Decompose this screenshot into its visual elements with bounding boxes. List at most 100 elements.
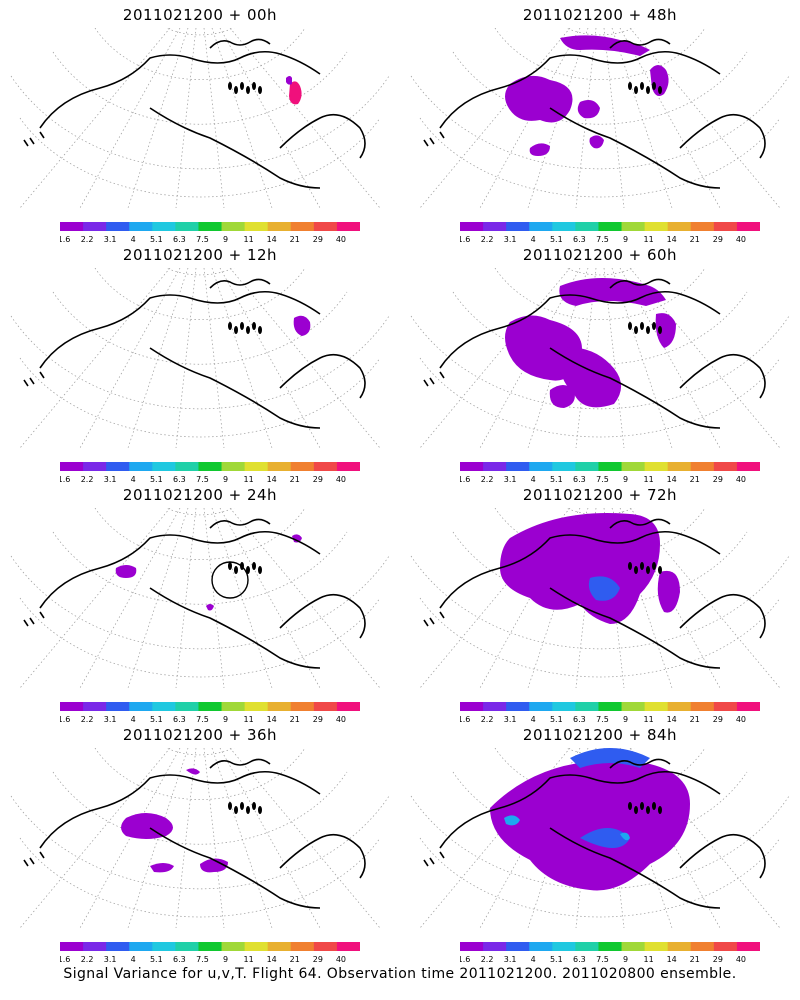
colorbar-tick-label: 6.3 — [573, 715, 586, 724]
coastline — [23, 38, 366, 189]
colorbar-swatch — [644, 702, 669, 711]
variance-field — [115, 534, 302, 611]
colorbar-swatch — [244, 942, 269, 951]
colorbar-tick-label: 29 — [313, 235, 323, 244]
panel-title: 2011021200 + 60h — [522, 246, 678, 264]
colorbar-tick-label: 4 — [531, 475, 536, 484]
colorbar-tick-label: 40 — [736, 475, 746, 484]
polar-map — [10, 508, 390, 689]
variance-contour — [570, 748, 650, 768]
colorbar-tick-label: 14 — [667, 475, 677, 484]
variance-contour — [620, 832, 630, 841]
colorbar-swatch — [575, 462, 599, 471]
colorbar-swatch — [313, 462, 338, 471]
colorbar-swatch — [106, 942, 130, 951]
colorbar-tick-label: 9 — [623, 475, 628, 484]
panel-title: 2011021200 + 12h — [122, 246, 278, 264]
colorbar-swatch — [175, 702, 199, 711]
highlight-circle — [211, 561, 249, 599]
colorbar-tick-label: 21 — [690, 955, 700, 964]
colorbar-swatch — [483, 222, 507, 231]
colorbar-tick-label: 6.3 — [173, 955, 186, 964]
map-panel: 2011021200 + 60h 1.6 2.2 3.1 4 5.1 6.3 7.5 9 11 14… — [400, 240, 800, 484]
variance-contour — [293, 315, 311, 336]
colorbar-swatch — [313, 222, 338, 231]
colorbar-tick-label: 21 — [290, 475, 300, 484]
graticule — [10, 268, 390, 449]
colorbar-swatch — [221, 222, 246, 231]
colorbar-swatch — [267, 702, 292, 711]
colorbar-swatch — [336, 222, 360, 231]
colorbar-tick-label: 4 — [131, 235, 136, 244]
map-panel: 2011021200 + 36h 1.6 2.2 3.1 4 5.1 6.3 7.5 9 11 14… — [0, 720, 400, 964]
colorbar-tick-label: 14 — [667, 715, 677, 724]
colorbar-tick-label: 4 — [131, 955, 136, 964]
colorbar: 1.6 2.2 3.1 4 5.1 6.3 7.5 9 11 14 21 29 40 — [460, 462, 760, 484]
colorbar-tick-label: 29 — [313, 955, 323, 964]
colorbar-swatch — [244, 462, 269, 471]
coastline — [23, 758, 366, 909]
variance-contour — [589, 135, 604, 149]
panel-title: 2011021200 + 72h — [522, 486, 678, 504]
colorbar-swatch — [290, 222, 315, 231]
colorbar-tick-label: 3.1 — [104, 475, 117, 484]
colorbar-swatch — [736, 222, 760, 231]
colorbar-swatch — [713, 702, 738, 711]
variance-contour — [655, 313, 676, 348]
coastline — [423, 38, 766, 189]
colorbar-swatch — [552, 942, 576, 951]
colorbar-swatch — [244, 702, 269, 711]
colorbar-swatch — [460, 942, 484, 951]
colorbar-swatch — [313, 702, 338, 711]
colorbar-tick-label: 9 — [623, 715, 628, 724]
variance-contour — [560, 35, 650, 56]
colorbar-swatch — [152, 702, 176, 711]
colorbar-tick-label: 2.2 — [481, 715, 494, 724]
variance-contour — [529, 143, 550, 156]
polar-map — [410, 268, 790, 449]
panel-title: 2011021200 + 84h — [522, 726, 678, 744]
colorbar-tick-label: 3.1 — [504, 715, 517, 724]
colorbar-tick-label: 2.2 — [481, 235, 494, 244]
colorbar-tick-label: 29 — [313, 715, 323, 724]
colorbar-swatch — [621, 942, 646, 951]
colorbar-tick-label: 9 — [623, 235, 628, 244]
colorbar-swatch — [667, 462, 692, 471]
coastline — [423, 758, 766, 909]
variance-field — [500, 513, 680, 624]
colorbar-swatch — [552, 462, 576, 471]
colorbar-tick-label: 9 — [223, 475, 228, 484]
colorbar-tick-label: 11 — [244, 715, 254, 724]
colorbar-tick-label: 21 — [690, 235, 700, 244]
colorbar-swatch — [313, 942, 338, 951]
variance-contour — [121, 813, 173, 839]
colorbar-tick-label: 2.2 — [481, 475, 494, 484]
colorbar-swatch — [575, 702, 599, 711]
panel-title: 2011021200 + 36h — [122, 726, 278, 744]
polar-map — [410, 508, 790, 689]
colorbar-swatch — [598, 702, 623, 711]
colorbar-tick-label: 7.5 — [196, 715, 209, 724]
colorbar-tick-label: 9 — [623, 955, 628, 964]
colorbar-swatch — [267, 942, 292, 951]
colorbar-tick-label: 21 — [290, 955, 300, 964]
colorbar-swatch — [667, 702, 692, 711]
colorbar-swatch — [460, 222, 484, 231]
colorbar-swatch — [575, 942, 599, 951]
colorbar-swatch — [152, 462, 176, 471]
colorbar-tick-label: 5.1 — [150, 715, 163, 724]
colorbar-swatch — [506, 942, 530, 951]
colorbar-swatch — [713, 942, 738, 951]
colorbar-tick-label: 1.6 — [60, 475, 70, 484]
colorbar-tick-label: 5.1 — [150, 475, 163, 484]
colorbar-swatch — [106, 222, 130, 231]
colorbar-swatch — [460, 702, 484, 711]
colorbar-tick-label: 14 — [267, 235, 277, 244]
colorbar-tick-label: 1.6 — [60, 715, 70, 724]
colorbar-tick-label: 21 — [290, 715, 300, 724]
colorbar-tick-label: 40 — [736, 235, 746, 244]
colorbar-swatch — [690, 942, 715, 951]
colorbar-swatch — [575, 222, 599, 231]
polar-map — [10, 28, 390, 209]
